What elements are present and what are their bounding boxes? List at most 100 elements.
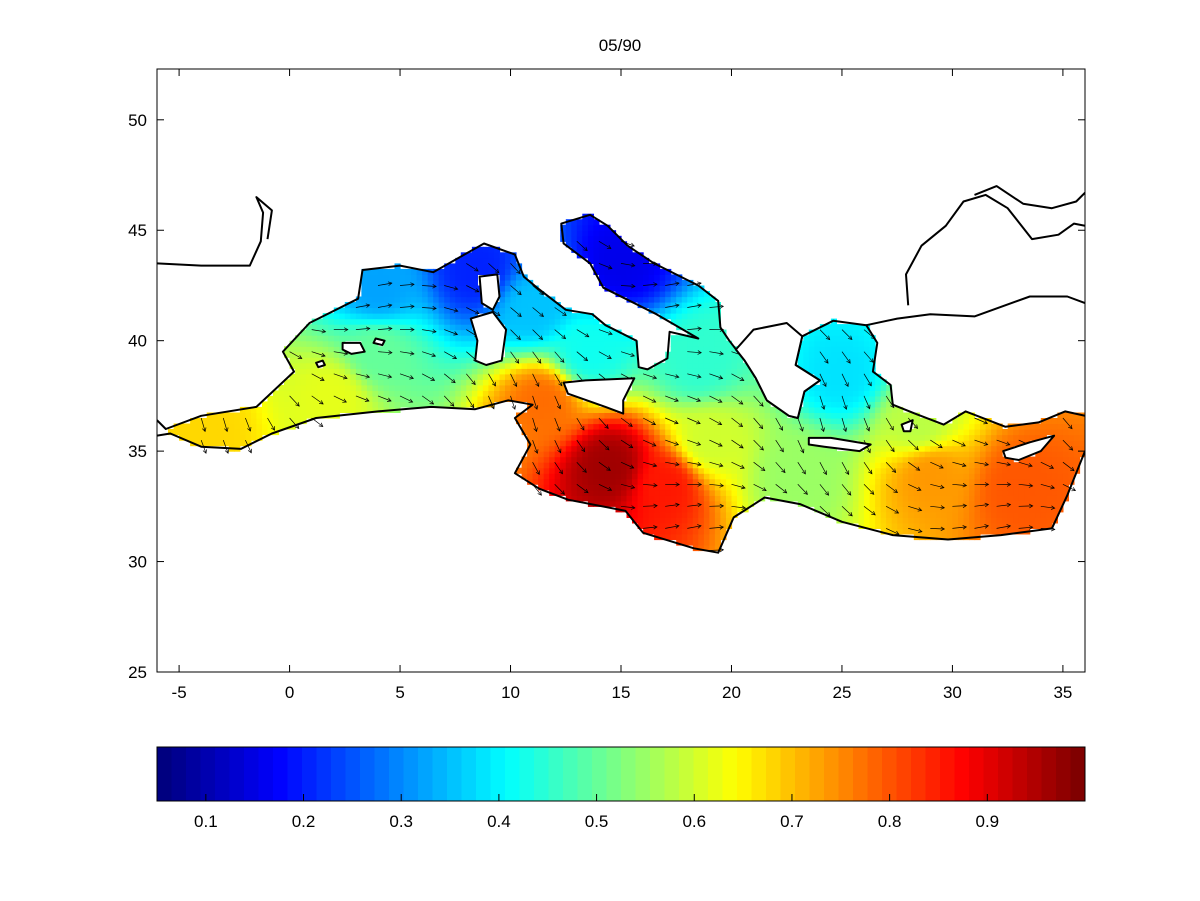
- field-cell: [963, 489, 970, 496]
- field-cell: [703, 362, 710, 369]
- field-cell: [598, 235, 605, 242]
- field-cell: [659, 313, 666, 320]
- field-cell: [808, 335, 815, 342]
- field-cell: [681, 357, 688, 364]
- field-cell: [632, 440, 639, 447]
- field-cell: [206, 434, 213, 441]
- vector-arrow: [1062, 461, 1075, 472]
- field-cell: [858, 351, 865, 358]
- field-cell: [455, 268, 462, 275]
- field-cell: [378, 291, 385, 298]
- field-cell: [466, 307, 473, 314]
- field-cell: [361, 379, 368, 386]
- field-cell: [897, 429, 904, 436]
- field-cell: [847, 467, 854, 474]
- field-cell: [748, 401, 755, 408]
- vector-arrow: [996, 461, 1012, 467]
- field-cell: [935, 456, 942, 463]
- field-cell: [836, 489, 843, 496]
- field-cell: [726, 434, 733, 441]
- field-cell: [985, 506, 992, 513]
- field-cell: [886, 467, 893, 474]
- field-cell: [306, 357, 313, 364]
- field-cell: [946, 445, 953, 452]
- field-cell: [460, 379, 467, 386]
- field-cell: [803, 423, 810, 430]
- vector-arrow: [665, 439, 680, 446]
- field-cell: [830, 467, 837, 474]
- field-cell: [958, 478, 965, 485]
- field-cell: [626, 484, 633, 491]
- field-cell: [637, 296, 644, 303]
- field-cell: [466, 318, 473, 325]
- field-cell: [858, 456, 865, 463]
- field-cell: [610, 484, 617, 491]
- field-cell: [654, 423, 661, 430]
- field-cell: [1074, 462, 1081, 469]
- field-cell: [422, 313, 429, 320]
- field-cell: [670, 484, 677, 491]
- field-cell: [505, 307, 512, 314]
- vector-arrow: [554, 439, 562, 454]
- field-cell: [692, 406, 699, 413]
- field-cell: [317, 406, 324, 413]
- field-cell: [593, 346, 600, 353]
- field-cell: [643, 495, 650, 502]
- field-cell: [587, 434, 594, 441]
- field-cell: [1029, 473, 1036, 480]
- field-cell: [333, 384, 340, 391]
- field-cell: [516, 340, 523, 347]
- field-cell: [394, 279, 401, 286]
- field-cell: [549, 346, 556, 353]
- field-cell: [361, 291, 368, 298]
- field-cell: [676, 528, 683, 535]
- field-cell: [654, 506, 661, 513]
- field-cell: [963, 412, 970, 419]
- field-cell: [549, 324, 556, 331]
- field-cell: [880, 462, 887, 469]
- vector-arrow: [620, 483, 636, 490]
- field-cell: [510, 357, 517, 364]
- vector-arrow: [466, 285, 480, 293]
- field-cell: [582, 318, 589, 325]
- field-cell: [781, 445, 788, 452]
- field-cell: [400, 279, 407, 286]
- field-cell: [941, 429, 948, 436]
- field-cell: [549, 373, 556, 380]
- field-cell: [350, 390, 357, 397]
- vector-arrow: [554, 462, 563, 475]
- field-cell: [819, 451, 826, 458]
- field-cell: [433, 368, 440, 375]
- field-cell: [958, 534, 965, 541]
- field-cell: [974, 456, 981, 463]
- vector-arrow: [687, 350, 702, 355]
- field-cell: [538, 357, 545, 364]
- field-cell: [853, 384, 860, 391]
- field-cell: [853, 395, 860, 402]
- field-cell: [726, 423, 733, 430]
- field-cell: [974, 500, 981, 507]
- field-cell: [726, 412, 733, 419]
- field-cell: [996, 451, 1003, 458]
- field-cell: [930, 478, 937, 485]
- field-cell: [372, 274, 379, 281]
- colorbar-segment: [476, 747, 491, 801]
- field-cell: [825, 484, 832, 491]
- field-cell: [394, 324, 401, 331]
- field-cell: [886, 500, 893, 507]
- field-cell: [731, 351, 738, 358]
- field-cell: [775, 451, 782, 458]
- field-cell: [775, 456, 782, 463]
- field-cell: [908, 473, 915, 480]
- field-cell: [582, 401, 589, 408]
- vector-arrow: [996, 439, 1011, 446]
- field-cell: [996, 484, 1003, 491]
- field-cell: [527, 313, 534, 320]
- field-cell: [626, 445, 633, 452]
- field-cell: [1057, 473, 1064, 480]
- field-cell: [521, 429, 528, 436]
- field-cell: [339, 335, 346, 342]
- field-cell: [842, 489, 849, 496]
- field-cell: [499, 362, 506, 369]
- field-cell: [720, 406, 727, 413]
